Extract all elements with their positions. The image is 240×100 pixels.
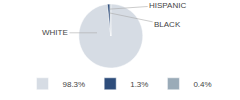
svg-text:HISPANIC: HISPANIC (149, 1, 186, 10)
svg-text:0.4%: 0.4% (193, 80, 211, 89)
svg-text:1.3%: 1.3% (130, 80, 148, 89)
svg-text:BLACK: BLACK (154, 20, 181, 29)
svg-text:WHITE: WHITE (42, 28, 68, 37)
svg-text:98.3%: 98.3% (63, 80, 86, 89)
